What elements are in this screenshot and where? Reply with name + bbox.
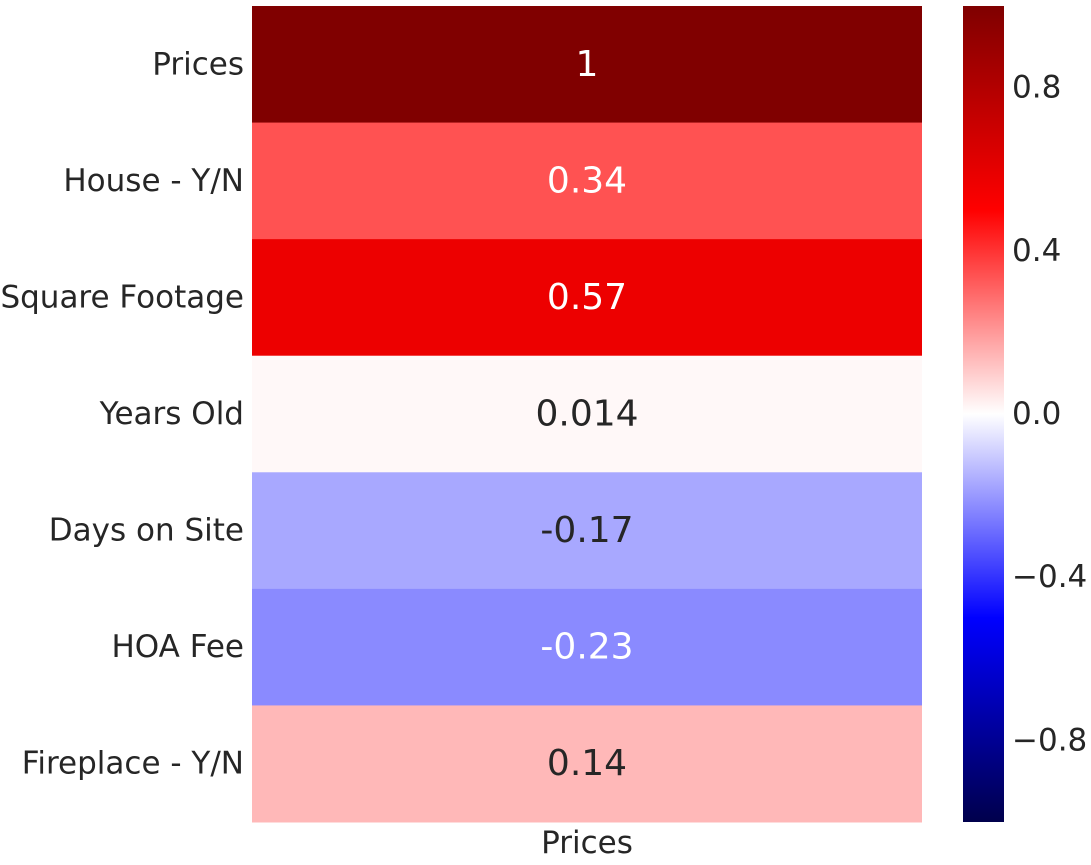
cell-value-fireplace-y-n: 0.14 [547, 743, 627, 784]
heatmap-cell-prices [252, 6, 922, 124]
row-label-fireplace-y-n: Fireplace - Y/N [22, 746, 244, 782]
row-label-prices: Prices [152, 46, 244, 82]
colorbar-tick-label: 0.4 [1012, 233, 1061, 269]
cell-value-house-y-n: 0.34 [547, 160, 627, 201]
column-label-prices: Prices [541, 825, 633, 861]
colorbar-ticks: 0.8 0.4 0.0 −0.4 −0.8 [1012, 70, 1087, 759]
cell-value-years-old: 0.014 [535, 394, 638, 435]
column-labels: Prices [541, 825, 633, 861]
cell-value-days-on-site: -0.17 [540, 510, 633, 551]
cell-value-square-footage: 0.57 [547, 277, 627, 318]
row-label-days-on-site: Days on Site [49, 513, 244, 549]
row-label-house-y-n: House - Y/N [63, 163, 244, 199]
cell-value-hoa-fee: -0.23 [540, 627, 633, 668]
row-label-square-footage: Square Footage [0, 279, 244, 315]
row-labels: Prices House - Y/N Square Footage Years Old… [0, 46, 244, 781]
heatmap-cell-hoa-fee [252, 588, 922, 706]
colorbar-tick-label: −0.8 [1012, 722, 1087, 758]
heatmap-cell-days-on-site [252, 472, 922, 590]
heatmap-cell-square-footage [252, 239, 922, 357]
heatmap-cells: 1 0.34 0.57 0.014 -0.17 -0.23 0.14 [252, 6, 922, 823]
row-label-years-old: Years Old [99, 396, 244, 432]
heatmap-cell-years-old [252, 355, 922, 473]
cell-value-prices: 1 [576, 44, 599, 85]
colorbar-tick-label: −0.4 [1012, 559, 1087, 595]
heatmap-cell-house-y-n [252, 122, 922, 240]
colorbar-tick-label: 0.0 [1012, 396, 1061, 432]
colorbar [963, 6, 1004, 822]
row-label-hoa-fee: HOA Fee [111, 629, 244, 665]
colorbar-tick-label: 0.8 [1012, 70, 1061, 106]
heatmap-cell-fireplace-y-n [252, 705, 922, 823]
